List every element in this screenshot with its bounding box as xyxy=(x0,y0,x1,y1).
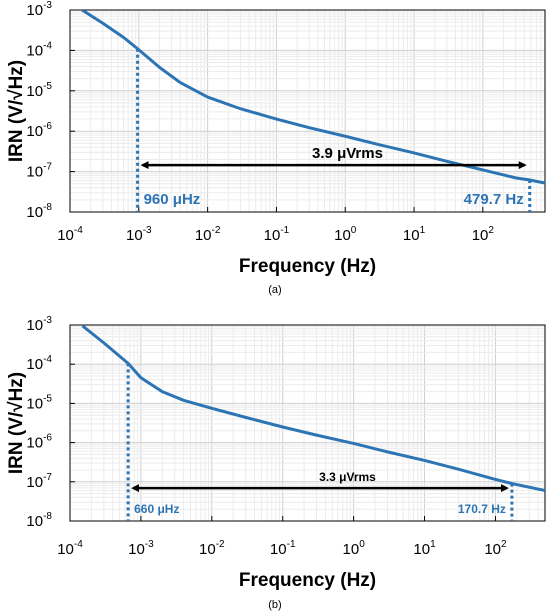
x-tick-label: 101 xyxy=(403,225,426,244)
x-tick-label: 10-1 xyxy=(264,225,290,244)
x-tick-label: 10-3 xyxy=(128,539,154,558)
x-tick-label: 101 xyxy=(413,539,436,558)
x-tick-label: 10-1 xyxy=(270,539,296,558)
x-tick-label: 10-2 xyxy=(199,539,225,558)
x-tick-label: 10-2 xyxy=(195,225,221,244)
x-tick-label: 100 xyxy=(334,225,357,244)
plot-area xyxy=(81,325,545,521)
marker-label-high: 479.7 Hz xyxy=(464,191,524,208)
y-tick-label: 10-3 xyxy=(26,315,52,334)
y-tick-label: 10-4 xyxy=(26,354,52,373)
y-tick-label: 10-5 xyxy=(26,81,52,100)
x-tick-label: 10-4 xyxy=(57,539,83,558)
x-tick-label: 100 xyxy=(343,539,366,558)
x-tick-label: 102 xyxy=(472,225,495,244)
y-tick-label: 10-7 xyxy=(26,472,52,491)
marker-label-low: 660 μHz xyxy=(134,502,179,516)
axes-box xyxy=(69,324,546,522)
chart-a: 10-4 10-3 10-2 10-1 100 101 102 10-8 10-7 10-6 10-… xyxy=(6,0,546,277)
axes-box xyxy=(69,9,546,213)
grid xyxy=(70,325,545,521)
chart-b: 10-4 10-3 10-2 10-1 100 101 102 10-8 10-7 10-6 10-… xyxy=(6,315,546,591)
marker-label-high: 170.7 Hz xyxy=(458,502,506,516)
y-tick-label: 10-6 xyxy=(26,433,52,452)
marker-label-low: 960 μHz xyxy=(144,191,201,208)
y-tick-label: 10-7 xyxy=(26,162,52,181)
y-tick-label: 10-5 xyxy=(26,393,52,412)
y-tick-label: 10-3 xyxy=(26,0,52,19)
x-tick-label: 10-4 xyxy=(57,225,83,244)
rms-annotation: 3.3 μVrms xyxy=(319,470,376,484)
y-tick-label: 10-4 xyxy=(26,40,52,59)
y-axis-label: IRN (V/√Hz) xyxy=(6,372,27,474)
y-tick-label: 10-8 xyxy=(26,202,52,221)
rms-annotation: 3.9 μVrms xyxy=(312,145,383,162)
series-line xyxy=(81,325,545,492)
x-axis-label: Frequency (Hz) xyxy=(239,570,376,591)
x-tick-label: 10-3 xyxy=(126,225,152,244)
grid xyxy=(70,10,545,212)
plot-area xyxy=(81,10,545,212)
y-tick-label: 10-6 xyxy=(26,121,52,140)
y-axis-label: IRN (V/√Hz) xyxy=(6,60,27,162)
series-line xyxy=(81,10,545,185)
caption-b: (b) xyxy=(268,599,281,611)
x-axis-label: Frequency (Hz) xyxy=(239,256,376,277)
caption-a: (a) xyxy=(268,284,281,296)
x-tick-label: 102 xyxy=(484,539,507,558)
y-tick-label: 10-8 xyxy=(26,511,52,530)
